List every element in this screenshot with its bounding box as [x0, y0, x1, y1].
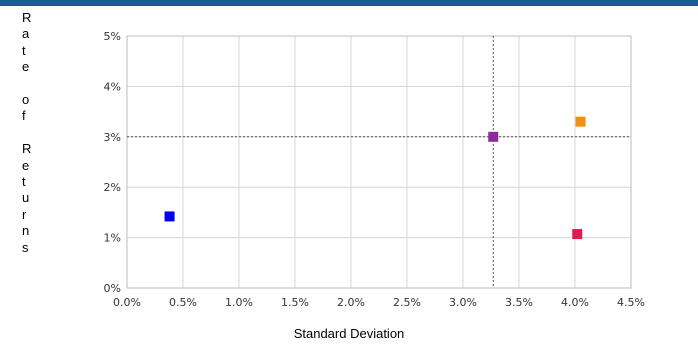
data-point [572, 229, 583, 240]
y-tick-label: 2% [104, 181, 121, 194]
x-tick-label: 1.5% [281, 296, 309, 309]
plot-border [126, 35, 632, 289]
data-point [164, 211, 175, 222]
x-axis-label: Standard Deviation [293, 326, 405, 341]
x-tick-label: 0.5% [169, 296, 197, 309]
y-tick-label: 5% [104, 30, 121, 43]
data-point [488, 131, 499, 142]
x-tick-label: 3.0% [449, 296, 477, 309]
y-tick-label: 4% [104, 80, 121, 93]
x-tick-label: 2.5% [393, 296, 421, 309]
data-point [575, 116, 586, 127]
y-tick-label: 0% [104, 282, 121, 295]
x-tick-label: 3.5% [505, 296, 533, 309]
y-tick-label: 3% [104, 131, 121, 144]
x-tick-label: 4.5% [617, 296, 645, 309]
y-tick-label: 1% [104, 232, 121, 245]
x-tick-label: 0.0% [113, 296, 141, 309]
x-tick-label: 2.0% [337, 296, 365, 309]
top-accent-bar [0, 0, 698, 6]
y-axis-label: R a t e o f R e t u r n s [22, 10, 32, 255]
x-tick-label: 1.0% [225, 296, 253, 309]
plot-area [127, 36, 631, 288]
x-tick-label: 4.0% [561, 296, 589, 309]
